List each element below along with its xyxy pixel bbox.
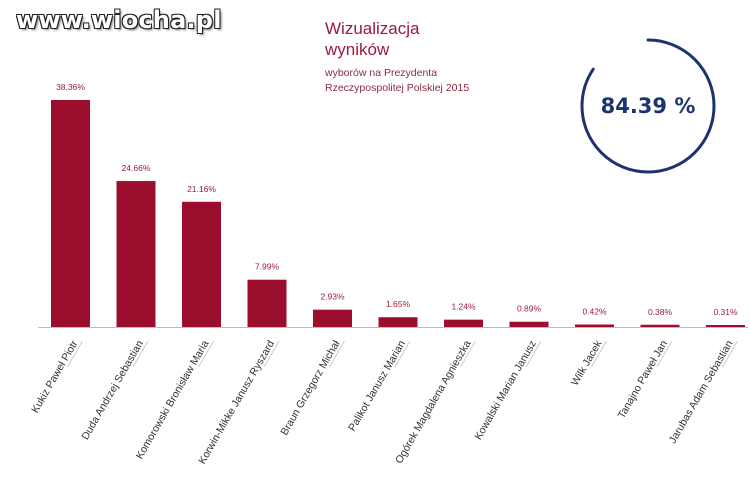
bar-value-label: 38.36% — [56, 82, 85, 92]
turnout-gauge: 84.39 % — [578, 36, 718, 176]
gauge-arc — [580, 38, 716, 174]
x-tick-line — [722, 340, 738, 368]
x-tick-label: Palikot Janusz Marian — [346, 338, 408, 433]
x-tick-label: Kowalski Marian Janusz — [472, 338, 539, 442]
bar — [116, 181, 156, 327]
x-tick-line — [525, 340, 542, 368]
watermark: www.wiocha.pl — [16, 6, 222, 34]
bar-value-label: 1.65% — [386, 299, 411, 309]
x-tick: Wilk Jacek — [569, 338, 607, 388]
x-tick: Braun Grzegorz Michał — [278, 338, 345, 438]
x-tick-label: Komorowski Bronisław Maria — [134, 338, 212, 461]
x-tick-line — [132, 340, 149, 368]
x-tick-line — [198, 340, 214, 368]
bar-value-label: 0.42% — [582, 307, 607, 317]
bar — [509, 321, 549, 327]
x-tick-line — [591, 340, 607, 368]
x-tick: Tanajno Paweł Jan — [616, 338, 673, 421]
x-tick-line — [329, 340, 345, 368]
bar-value-label: 7.99% — [255, 262, 280, 272]
bar-value-label: 24.66% — [122, 163, 151, 173]
bar — [247, 279, 287, 327]
bar-value-label: 0.38% — [648, 307, 673, 317]
x-tick: Duda Andrzej Sebastian — [79, 338, 149, 442]
chart-header: Wizualizacja wyników wyborów na Prezyden… — [325, 18, 495, 96]
chart-title: Wizualizacja wyników — [325, 19, 420, 59]
bar — [444, 319, 483, 327]
x-tick-label: Jarubas Adam Sebastian — [667, 338, 736, 445]
x-tick: Komorowski Bronisław Maria — [134, 338, 214, 461]
gauge-value: 84.39 % — [600, 94, 696, 118]
x-tick: Ogórek Magdalena Agnieszka — [393, 338, 476, 466]
bar-value-label: 0.89% — [517, 304, 542, 314]
bar-value-label: 0.31% — [713, 307, 738, 317]
bar-value-label: 21.16% — [187, 184, 216, 194]
x-tick-label: Wilk Jacek — [569, 338, 605, 388]
x-tick: Kukiz Paweł Piotr — [29, 338, 83, 415]
x-tick-label: Ogórek Magdalena Agnieszka — [393, 338, 474, 465]
gauge-ring — [580, 38, 716, 174]
x-tick-line — [67, 340, 83, 368]
x-tick-line — [460, 340, 476, 368]
x-tick-label: Tanajno Paweł Jan — [616, 338, 671, 420]
x-tick-label: Kukiz Paweł Piotr — [29, 338, 80, 415]
bar-value-label: 2.93% — [320, 292, 345, 302]
x-tick-line — [394, 340, 411, 368]
chart-subtitle: wyborów na Prezydenta Rzeczypospolitej P… — [325, 67, 470, 94]
bar — [51, 100, 90, 327]
bar — [182, 201, 221, 327]
x-tick: Palikot Janusz Marian — [346, 338, 411, 433]
x-tick-label: Duda Andrzej Sebastian — [79, 338, 146, 442]
x-tick-label: Braun Grzegorz Michał — [278, 338, 342, 438]
x-tick: Korwin-Mikke Janusz Ryszard — [196, 338, 280, 466]
bar — [640, 324, 680, 327]
bar — [706, 325, 745, 327]
x-tick-line — [656, 340, 673, 368]
x-tick: Jarubas Adam Sebastian — [667, 338, 738, 446]
x-tick-line — [263, 340, 280, 368]
bar-value-label: 1.24% — [451, 302, 476, 312]
x-tick-label: Korwin-Mikke Janusz Ryszard — [196, 338, 277, 466]
bar — [378, 317, 418, 327]
bar — [313, 309, 352, 327]
bar — [575, 324, 614, 327]
x-tick: Kowalski Marian Janusz — [472, 338, 542, 442]
